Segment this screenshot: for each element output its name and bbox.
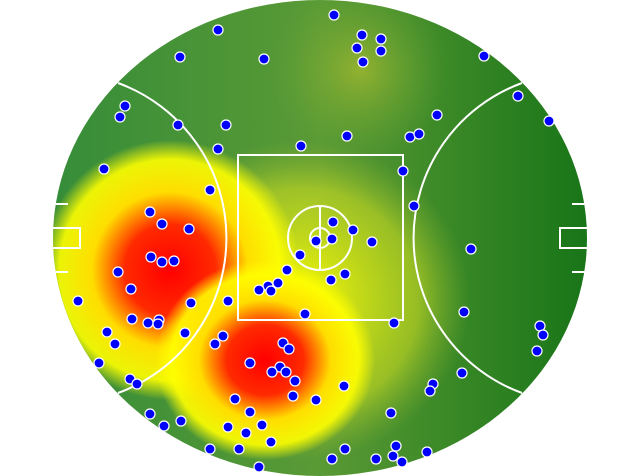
- point: [152, 318, 164, 330]
- point: [142, 317, 154, 329]
- point: [385, 407, 397, 419]
- point: [156, 218, 168, 230]
- point: [388, 317, 400, 329]
- point: [93, 357, 105, 369]
- point: [537, 329, 549, 341]
- point: [408, 200, 420, 212]
- point: [144, 206, 156, 218]
- point: [185, 297, 197, 309]
- point: [240, 427, 252, 439]
- point: [272, 277, 284, 289]
- point: [310, 235, 322, 247]
- point: [458, 306, 470, 318]
- point: [265, 285, 277, 297]
- point: [287, 390, 299, 402]
- point: [233, 443, 245, 455]
- point: [310, 394, 322, 406]
- point: [168, 255, 180, 267]
- point: [456, 367, 468, 379]
- point: [125, 283, 137, 295]
- point: [175, 415, 187, 427]
- point: [325, 274, 337, 286]
- point: [220, 119, 232, 131]
- point: [126, 313, 138, 325]
- point: [327, 216, 339, 228]
- point: [357, 56, 369, 68]
- point: [172, 119, 184, 131]
- point: [144, 408, 156, 420]
- point: [265, 436, 277, 448]
- point: [131, 378, 143, 390]
- point: [465, 243, 477, 255]
- point: [413, 128, 425, 140]
- point: [421, 446, 433, 458]
- point: [229, 393, 241, 405]
- point: [183, 223, 195, 235]
- point: [543, 115, 555, 127]
- point: [351, 42, 363, 54]
- point: [280, 366, 292, 378]
- point: [328, 9, 340, 21]
- point: [281, 264, 293, 276]
- point: [375, 45, 387, 57]
- point: [512, 90, 524, 102]
- point: [356, 29, 368, 41]
- point: [339, 443, 351, 455]
- point: [158, 420, 170, 432]
- point: [98, 163, 110, 175]
- point: [212, 24, 224, 36]
- point: [244, 357, 256, 369]
- point: [326, 233, 338, 245]
- point: [424, 385, 436, 397]
- point: [222, 421, 234, 433]
- point: [531, 345, 543, 357]
- point: [295, 140, 307, 152]
- point: [253, 284, 265, 296]
- point: [114, 111, 126, 123]
- point: [119, 100, 131, 112]
- point: [338, 380, 350, 392]
- point: [101, 326, 113, 338]
- point: [375, 33, 387, 45]
- point: [366, 236, 378, 248]
- point: [204, 443, 216, 455]
- point: [431, 109, 443, 121]
- point: [478, 50, 490, 62]
- point: [289, 375, 301, 387]
- point: [326, 453, 338, 465]
- point: [256, 419, 268, 431]
- point: [112, 266, 124, 278]
- point: [253, 461, 265, 473]
- point: [387, 450, 399, 462]
- point: [109, 338, 121, 350]
- point: [212, 143, 224, 155]
- point: [145, 251, 157, 263]
- point: [283, 343, 295, 355]
- point: [244, 406, 256, 418]
- point: [179, 327, 191, 339]
- point: [397, 165, 409, 177]
- point: [209, 338, 221, 350]
- point: [299, 308, 311, 320]
- point: [266, 366, 278, 378]
- point: [222, 295, 234, 307]
- field-lines: [53, 82, 587, 394]
- point: [341, 130, 353, 142]
- point: [339, 268, 351, 280]
- point: [204, 184, 216, 196]
- point: [156, 256, 168, 268]
- point: [72, 295, 84, 307]
- point: [390, 440, 402, 452]
- point: [370, 453, 382, 465]
- point: [258, 53, 270, 65]
- point: [294, 249, 306, 261]
- point: [347, 224, 359, 236]
- point: [396, 456, 408, 468]
- point: [174, 51, 186, 63]
- point: [217, 330, 229, 342]
